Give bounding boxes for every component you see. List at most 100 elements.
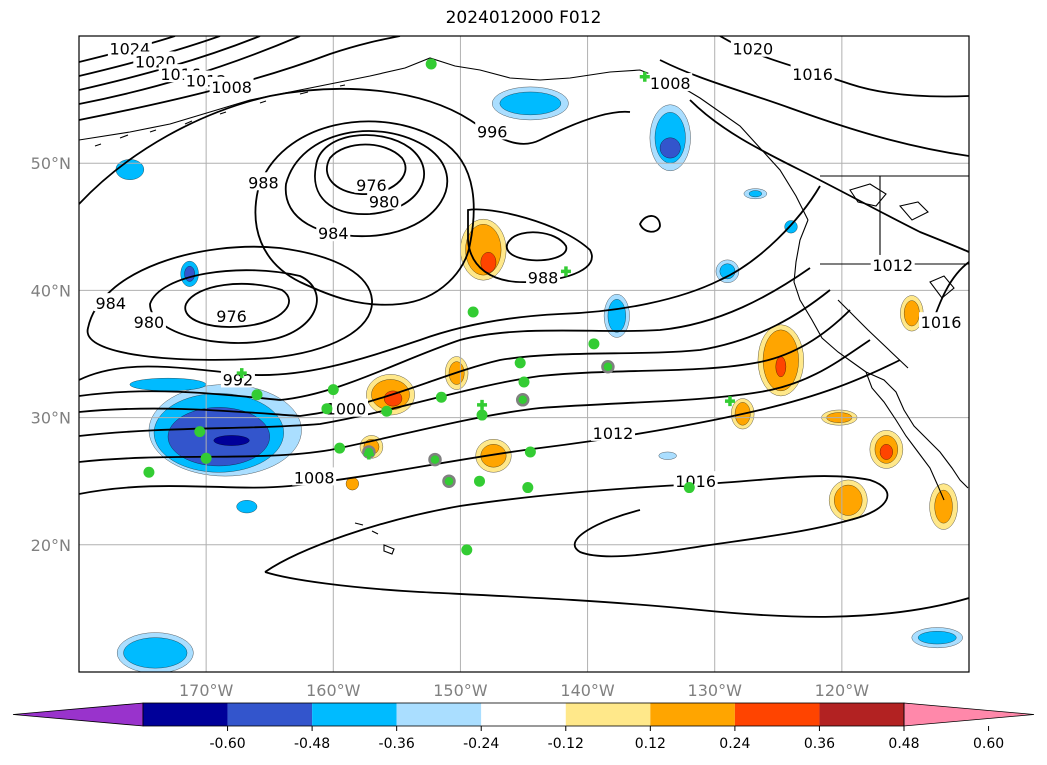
contour-label: 1012 xyxy=(872,256,913,275)
contour-label-bg xyxy=(93,293,128,312)
baja-california xyxy=(865,371,945,501)
contour-label: 988 xyxy=(528,269,559,288)
shaded-region-3 xyxy=(213,435,250,446)
colorbar-segment xyxy=(481,703,566,726)
colorbar-tick-label: -0.12 xyxy=(548,736,584,752)
contour-label: 980 xyxy=(134,313,165,332)
colorbar-extend-max xyxy=(903,702,1035,727)
contour-label-bg xyxy=(131,312,166,331)
observation-marker xyxy=(321,403,333,415)
low-984-west xyxy=(86,245,373,361)
contour-label-bg xyxy=(209,76,254,95)
contour-label: 1000 xyxy=(326,400,367,419)
plus-observation-marker xyxy=(639,71,650,82)
observation-marker xyxy=(435,391,447,403)
observation-marker xyxy=(467,306,479,318)
lat-tick-label: 40°N xyxy=(31,281,71,300)
shaded-region-47 xyxy=(123,637,188,669)
shaded-region-7 xyxy=(480,252,497,273)
low-976-ring xyxy=(325,143,407,195)
contour-996-outer xyxy=(79,87,631,205)
observation-marker xyxy=(334,442,346,454)
colorbar-segment xyxy=(143,703,228,726)
lat-tick-label: 30°N xyxy=(31,409,71,428)
colorbar-tick-label: 0.60 xyxy=(973,736,1004,752)
colorbar-extend-min xyxy=(12,702,144,727)
axis-tick-labels: 170°W 160°W 150°W 140°W 130°W 120°W 20°N 30°N 40… xyxy=(31,154,870,700)
shaded-region-17 xyxy=(345,477,359,491)
contour-1016-south xyxy=(264,475,889,573)
observation-marker xyxy=(327,384,339,396)
colorbar-segment xyxy=(312,703,397,726)
contour-label-bg xyxy=(790,64,835,83)
contour-label: 1008 xyxy=(294,468,335,487)
low-980-west xyxy=(149,269,318,344)
colorbar-segment xyxy=(227,703,313,726)
observation-marker xyxy=(522,482,534,494)
contour-label-bg xyxy=(919,312,964,331)
shaded-region-52 xyxy=(784,220,798,234)
contour-label: 1012 xyxy=(593,424,634,443)
colorbar-tick-label: -0.60 xyxy=(209,736,245,752)
shaded-region-38 xyxy=(659,137,681,159)
observation-marker xyxy=(683,482,695,494)
contour-label: 984 xyxy=(96,294,127,313)
low-980-ring xyxy=(314,134,425,215)
lon-tick-label: 150°W xyxy=(433,681,488,700)
map-title: 2024012000 F012 xyxy=(445,8,602,28)
low-east-inner xyxy=(505,231,568,262)
shaded-field-layer xyxy=(115,86,963,672)
aleutian-islands xyxy=(94,84,346,147)
lat-tick-label: 50°N xyxy=(31,154,71,173)
contour-996 xyxy=(79,267,811,401)
rejected-observation-marker xyxy=(515,393,530,407)
shaded-region-51 xyxy=(748,190,762,198)
plus-observation-marker xyxy=(236,368,247,379)
colorbar-segment xyxy=(650,703,735,726)
shaded-region-31 xyxy=(934,489,953,524)
shaded-region-49 xyxy=(917,631,957,645)
interior-outlines xyxy=(849,183,955,299)
shaded-region-40 xyxy=(607,299,626,333)
contour-label: 992 xyxy=(223,370,254,389)
contour-label-bg xyxy=(367,191,402,210)
lon-tick-label: 160°W xyxy=(306,681,361,700)
colorbar-tick-label: -0.48 xyxy=(294,736,330,752)
contour-label: 1020 xyxy=(732,40,773,59)
lon-tick-label: 130°W xyxy=(688,681,743,700)
rejected-observation-marker xyxy=(442,474,456,488)
colorbar-segment xyxy=(565,703,651,726)
shaded-region-4 xyxy=(129,378,207,392)
contour-small-east xyxy=(639,215,661,233)
contour-label: 1016 xyxy=(921,313,962,332)
contour-label-bg xyxy=(316,223,351,242)
observation-marker xyxy=(461,544,473,556)
colorbar-segment xyxy=(734,703,820,726)
rejected-observation-marker xyxy=(601,359,615,374)
observation-marker xyxy=(200,452,212,464)
contour-label-bg xyxy=(591,422,635,441)
lon-tick-label: 170°W xyxy=(179,681,234,700)
observation-marker xyxy=(588,338,600,350)
contour-label-bg xyxy=(214,305,249,324)
pressure-contours xyxy=(79,36,969,618)
contour-label: 976 xyxy=(216,307,247,326)
contour-label: 988 xyxy=(248,173,279,192)
contour-1008-north xyxy=(79,36,401,121)
contour-label-bg xyxy=(475,121,510,140)
shaded-region-44 xyxy=(184,266,195,282)
plus-observation-marker xyxy=(477,399,488,410)
shaded-region-25 xyxy=(879,444,893,460)
contour-1004 xyxy=(79,309,851,437)
map-frame xyxy=(78,35,970,673)
colorbar: -0.60 -0.48 -0.36 -0.24 -0.12 0.12 0.24 0.36 0.4… xyxy=(12,702,1035,752)
colorbar-tick-label: -0.24 xyxy=(463,736,499,752)
plus-observation-marker xyxy=(724,396,735,407)
lon-tick-label: 120°W xyxy=(815,681,870,700)
observation-marker xyxy=(514,357,526,369)
shaded-region-35 xyxy=(499,91,562,116)
observation-marker xyxy=(381,405,393,417)
colorbar-tick-label: -0.36 xyxy=(379,736,415,752)
